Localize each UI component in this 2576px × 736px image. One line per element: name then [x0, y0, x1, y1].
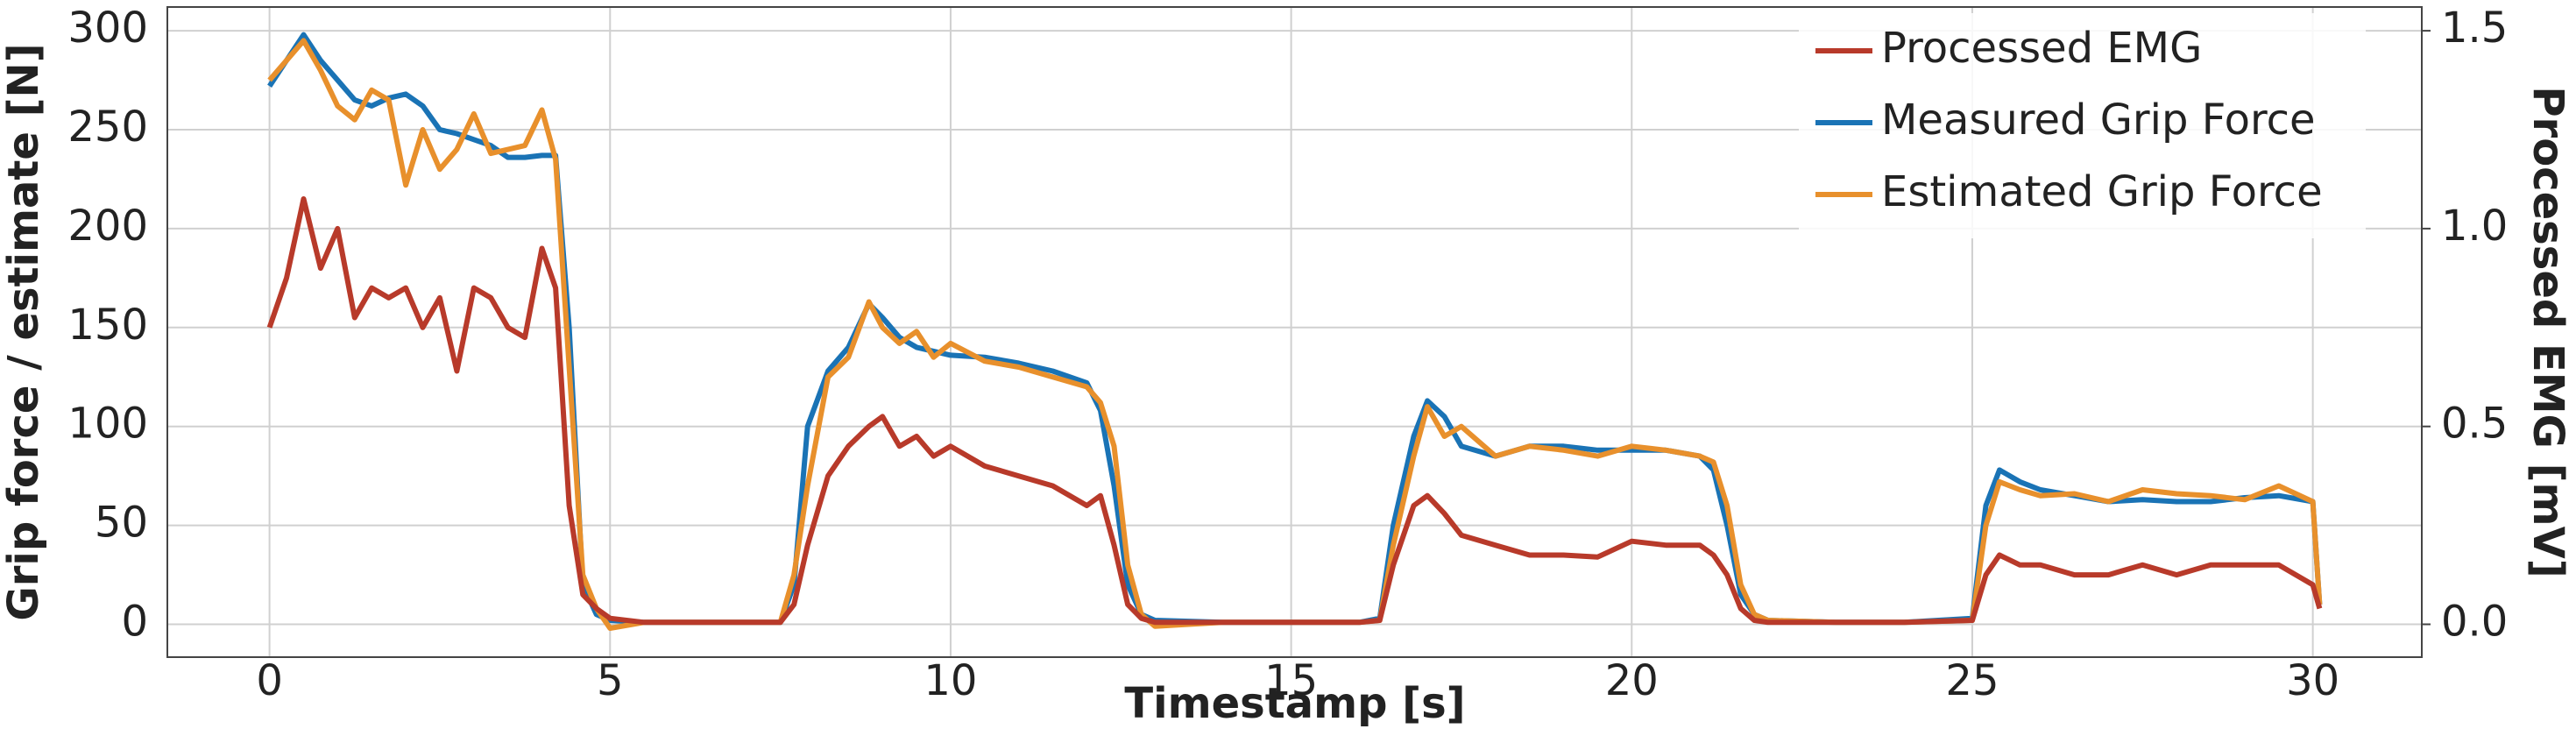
y-axis-label: Grip force / estimate [N]: [0, 43, 48, 620]
lines-layer: [266, 32, 2323, 631]
y2-tick-label: 1.5: [2441, 4, 2508, 53]
x-tick-label: 30: [2286, 656, 2339, 705]
x-tick-label: 20: [1605, 656, 1659, 705]
legend-label: Processed EMG: [1881, 24, 2202, 73]
y2-tick-label: 0.0: [2441, 598, 2508, 647]
y-tick-label: 50: [95, 499, 148, 548]
x-tick-label: 25: [1945, 656, 1999, 705]
x-axis-label: Timestamp [s]: [1124, 679, 1465, 728]
y2-tick-label: 1.0: [2441, 202, 2508, 251]
y2-tick-label: 0.5: [2441, 400, 2508, 449]
plot-frame: [166, 6, 2423, 658]
x-tick-label: 0: [256, 656, 283, 705]
legend-label: Estimated Grip Force: [1881, 167, 2323, 216]
legend-box: [1799, 13, 2366, 238]
legend-label: Measured Grip Force: [1881, 96, 2316, 145]
y2-axis-label: Processed EMG [mV]: [2523, 86, 2572, 577]
x-tick-label: 10: [924, 656, 977, 705]
y-tick-label: 100: [67, 400, 148, 449]
legend: Processed EMG Measured Grip Force Estimate…: [1799, 13, 2366, 238]
y-tick-label: 0: [121, 598, 148, 647]
x-tick-label: 15: [1264, 656, 1318, 705]
y-tick-label: 300: [67, 4, 148, 53]
series-line: [266, 196, 2323, 626]
y-tick-label: 250: [67, 103, 148, 152]
y-tick-label: 150: [67, 301, 148, 350]
x-tick-label: 5: [597, 656, 624, 705]
y-tick-label: 200: [67, 202, 148, 251]
